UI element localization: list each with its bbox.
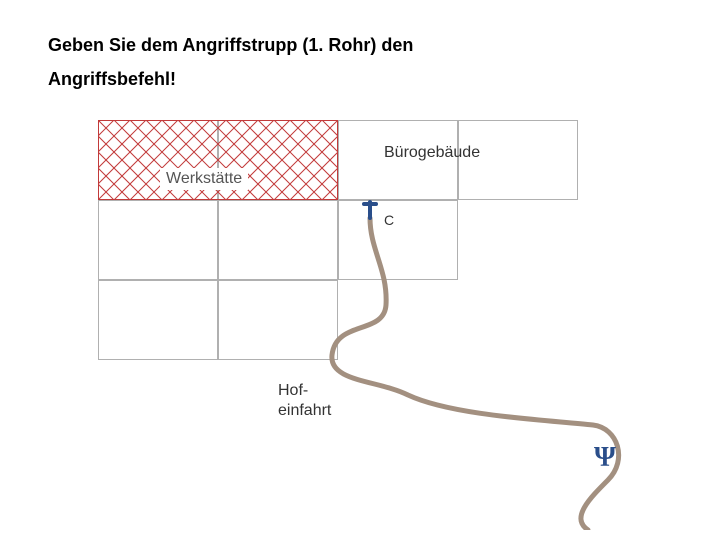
hose-and-equipment-overlay — [98, 120, 658, 530]
hose-line — [332, 218, 619, 530]
instruction-heading: Geben Sie dem Angriffstrupp (1. Rohr) de… — [48, 28, 413, 96]
site-plan-diagram: Werkstätte Bürogebäude Hof- einfahrt C Ψ — [98, 120, 658, 530]
heading-line-1: Geben Sie dem Angriffstrupp (1. Rohr) de… — [48, 28, 413, 62]
heading-line-2: Angriffsbefehl! — [48, 62, 413, 96]
hose-size-label: C — [384, 212, 394, 228]
hydrant-icon: Ψ — [594, 442, 616, 474]
